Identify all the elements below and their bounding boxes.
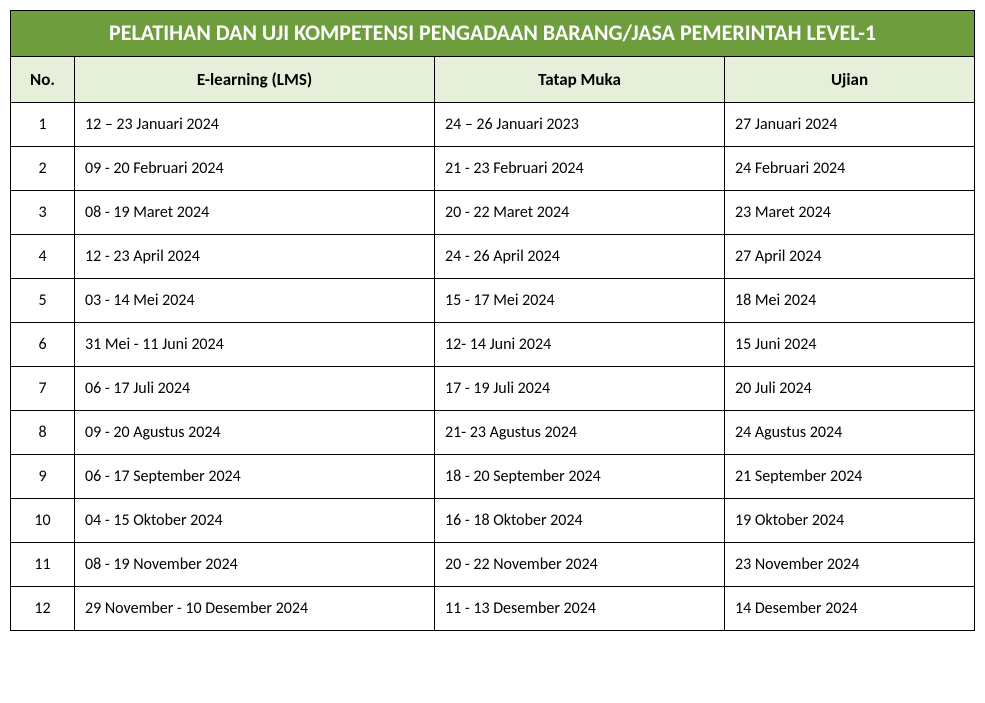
table-title-row: PELATIHAN DAN UJI KOMPETENSI PENGADAAN B… bbox=[11, 11, 975, 57]
cell-tatap-muka: 15 - 17 Mei 2024 bbox=[435, 278, 725, 322]
cell-no: 5 bbox=[11, 278, 75, 322]
cell-no: 6 bbox=[11, 322, 75, 366]
cell-ujian: 24 Agustus 2024 bbox=[725, 410, 975, 454]
cell-tatap-muka: 11 - 13 Desember 2024 bbox=[435, 586, 725, 630]
cell-lms: 06 - 17 Juli 2024 bbox=[75, 366, 435, 410]
cell-tatap-muka: 20 - 22 November 2024 bbox=[435, 542, 725, 586]
cell-no: 11 bbox=[11, 542, 75, 586]
cell-lms: 12 – 23 Januari 2024 bbox=[75, 102, 435, 146]
table-row: 503 - 14 Mei 202415 - 17 Mei 202418 Mei … bbox=[11, 278, 975, 322]
cell-tatap-muka: 20 - 22 Maret 2024 bbox=[435, 190, 725, 234]
cell-ujian: 27 April 2024 bbox=[725, 234, 975, 278]
cell-ujian: 20 Juli 2024 bbox=[725, 366, 975, 410]
cell-no: 10 bbox=[11, 498, 75, 542]
cell-no: 1 bbox=[11, 102, 75, 146]
cell-lms: 09 - 20 Februari 2024 bbox=[75, 146, 435, 190]
cell-ujian: 15 Juni 2024 bbox=[725, 322, 975, 366]
cell-lms: 08 - 19 November 2024 bbox=[75, 542, 435, 586]
table-row: 1229 November - 10 Desember 202411 - 13 … bbox=[11, 586, 975, 630]
cell-no: 2 bbox=[11, 146, 75, 190]
cell-ujian: 24 Februari 2024 bbox=[725, 146, 975, 190]
cell-tatap-muka: 17 - 19 Juli 2024 bbox=[435, 366, 725, 410]
cell-lms: 12 - 23 April 2024 bbox=[75, 234, 435, 278]
table-row: 706 - 17 Juli 202417 - 19 Juli 202420 Ju… bbox=[11, 366, 975, 410]
cell-ujian: 18 Mei 2024 bbox=[725, 278, 975, 322]
cell-no: 7 bbox=[11, 366, 75, 410]
table-body: 112 – 23 Januari 202424 – 26 Januari 202… bbox=[11, 102, 975, 630]
table-row: 1004 - 15 Oktober 202416 - 18 Oktober 20… bbox=[11, 498, 975, 542]
table-header-row: No. E-learning (LMS) Tatap Muka Ujian bbox=[11, 56, 975, 102]
cell-lms: 09 - 20 Agustus 2024 bbox=[75, 410, 435, 454]
cell-lms: 04 - 15 Oktober 2024 bbox=[75, 498, 435, 542]
col-header-no: No. bbox=[11, 56, 75, 102]
cell-tatap-muka: 24 - 26 April 2024 bbox=[435, 234, 725, 278]
col-header-tatap: Tatap Muka bbox=[435, 56, 725, 102]
table-row: 308 - 19 Maret 202420 - 22 Maret 202423 … bbox=[11, 190, 975, 234]
cell-no: 4 bbox=[11, 234, 75, 278]
cell-no: 8 bbox=[11, 410, 75, 454]
cell-tatap-muka: 16 - 18 Oktober 2024 bbox=[435, 498, 725, 542]
cell-ujian: 14 Desember 2024 bbox=[725, 586, 975, 630]
table-row: 209 - 20 Februari 202421 - 23 Februari 2… bbox=[11, 146, 975, 190]
col-header-ujian: Ujian bbox=[725, 56, 975, 102]
cell-no: 12 bbox=[11, 586, 75, 630]
cell-tatap-muka: 21 - 23 Februari 2024 bbox=[435, 146, 725, 190]
table-row: 809 - 20 Agustus 202421- 23 Agustus 2024… bbox=[11, 410, 975, 454]
cell-lms: 08 - 19 Maret 2024 bbox=[75, 190, 435, 234]
table-row: 906 - 17 September 202418 - 20 September… bbox=[11, 454, 975, 498]
schedule-table-wrapper: PELATIHAN DAN UJI KOMPETENSI PENGADAAN B… bbox=[10, 10, 975, 631]
cell-lms: 03 - 14 Mei 2024 bbox=[75, 278, 435, 322]
cell-no: 9 bbox=[11, 454, 75, 498]
cell-tatap-muka: 24 – 26 Januari 2023 bbox=[435, 102, 725, 146]
col-header-lms: E-learning (LMS) bbox=[75, 56, 435, 102]
table-row: 1108 - 19 November 202420 - 22 November … bbox=[11, 542, 975, 586]
table-row: 412 - 23 April 202424 - 26 April 202427 … bbox=[11, 234, 975, 278]
table-row: 112 – 23 Januari 202424 – 26 Januari 202… bbox=[11, 102, 975, 146]
cell-tatap-muka: 12- 14 Juni 2024 bbox=[435, 322, 725, 366]
cell-lms: 29 November - 10 Desember 2024 bbox=[75, 586, 435, 630]
table-title: PELATIHAN DAN UJI KOMPETENSI PENGADAAN B… bbox=[11, 11, 975, 57]
cell-lms: 06 - 17 September 2024 bbox=[75, 454, 435, 498]
schedule-table: PELATIHAN DAN UJI KOMPETENSI PENGADAAN B… bbox=[10, 10, 975, 631]
cell-lms: 31 Mei - 11 Juni 2024 bbox=[75, 322, 435, 366]
cell-ujian: 23 November 2024 bbox=[725, 542, 975, 586]
cell-ujian: 23 Maret 2024 bbox=[725, 190, 975, 234]
cell-tatap-muka: 18 - 20 September 2024 bbox=[435, 454, 725, 498]
table-row: 631 Mei - 11 Juni 202412- 14 Juni 202415… bbox=[11, 322, 975, 366]
cell-no: 3 bbox=[11, 190, 75, 234]
cell-ujian: 21 September 2024 bbox=[725, 454, 975, 498]
cell-ujian: 19 Oktober 2024 bbox=[725, 498, 975, 542]
cell-ujian: 27 Januari 2024 bbox=[725, 102, 975, 146]
cell-tatap-muka: 21- 23 Agustus 2024 bbox=[435, 410, 725, 454]
